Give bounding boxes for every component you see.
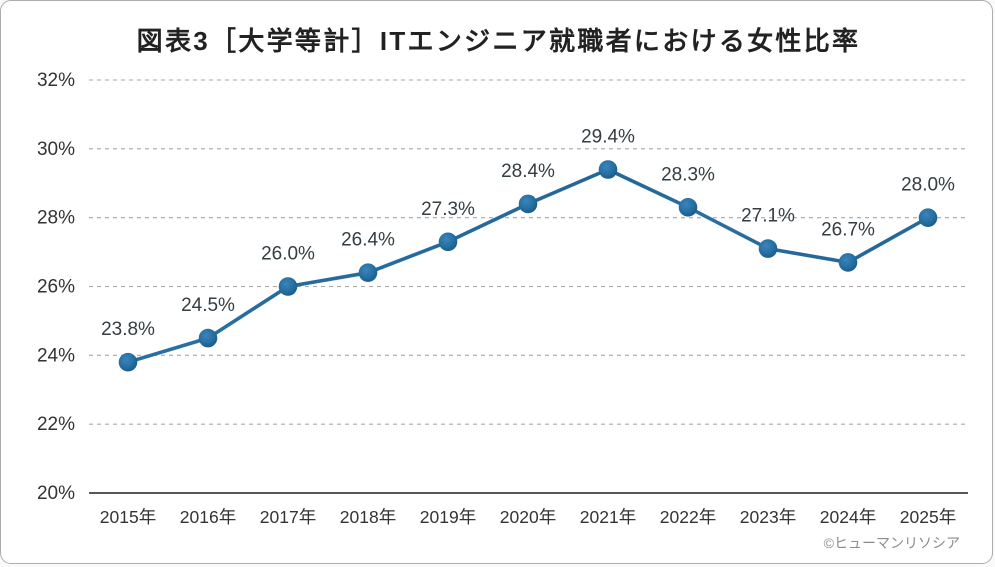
svg-text:29.4%: 29.4% — [581, 127, 635, 148]
svg-text:27.3%: 27.3% — [421, 199, 475, 220]
svg-text:26.4%: 26.4% — [341, 230, 395, 251]
svg-text:2025年: 2025年 — [900, 507, 956, 527]
svg-text:2023年: 2023年 — [740, 507, 796, 527]
svg-text:32%: 32% — [37, 70, 75, 91]
svg-text:20%: 20% — [37, 483, 75, 504]
svg-text:2018年: 2018年 — [340, 507, 396, 527]
svg-text:24.5%: 24.5% — [181, 295, 235, 316]
svg-text:2015年: 2015年 — [100, 507, 156, 527]
svg-text:2022年: 2022年 — [660, 507, 716, 527]
svg-text:2016年: 2016年 — [180, 507, 236, 527]
svg-text:24%: 24% — [37, 345, 75, 366]
svg-text:2021年: 2021年 — [580, 507, 636, 527]
svg-text:23.8%: 23.8% — [101, 319, 155, 340]
svg-text:26.7%: 26.7% — [821, 219, 875, 240]
svg-text:2024年: 2024年 — [820, 507, 876, 527]
svg-text:2019年: 2019年 — [420, 507, 476, 527]
svg-text:28.4%: 28.4% — [501, 161, 555, 182]
svg-text:2020年: 2020年 — [500, 507, 556, 527]
svg-text:22%: 22% — [37, 414, 75, 435]
svg-text:28%: 28% — [37, 208, 75, 229]
svg-text:26%: 26% — [37, 277, 75, 298]
svg-text:28.0%: 28.0% — [901, 175, 955, 196]
svg-text:2017年: 2017年 — [260, 507, 316, 527]
svg-text:27.1%: 27.1% — [741, 206, 795, 227]
svg-text:30%: 30% — [37, 139, 75, 160]
svg-text:28.3%: 28.3% — [661, 164, 715, 185]
svg-text:26.0%: 26.0% — [261, 244, 315, 265]
